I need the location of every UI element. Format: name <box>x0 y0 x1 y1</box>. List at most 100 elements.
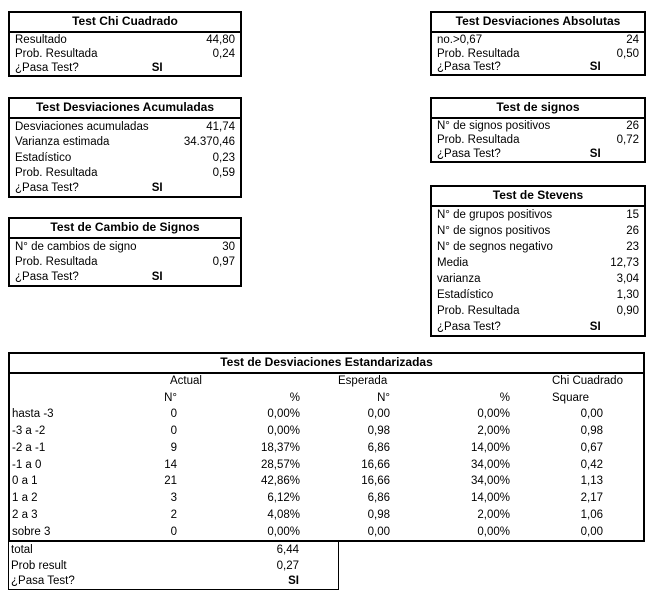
cell-value: 14,00% <box>470 492 510 505</box>
cell-value: 6,86 <box>367 441 390 454</box>
table-subheader-row: N° % N° % Square <box>10 390 643 406</box>
cell-label: Estadístico <box>437 289 494 301</box>
panel-test-desviaciones-acumuladas: Test Desviaciones Acumuladas Desviacione… <box>8 97 242 198</box>
cell-value: 0,00 <box>367 408 390 421</box>
cell-value: 0,00% <box>477 525 510 538</box>
group-header-esperada: Esperada <box>338 375 388 387</box>
cell-value: 14,00% <box>470 441 510 454</box>
panel-row: Prob. Resultada 0,72 <box>432 133 644 147</box>
cell-value: 0 <box>170 525 177 538</box>
cell-value: 0,98 <box>367 508 390 521</box>
cell-value: 0,98 <box>367 425 390 438</box>
table-row: -2 a -1 9 18,37% 6,86 14,00% 0,67 <box>10 440 643 457</box>
cell-label: ¿Pasa Test? <box>15 62 79 74</box>
panel-body: Desviaciones acumuladas 41,74 Varianza est… <box>10 119 240 196</box>
panel-row: Prob. Resultada 0,50 <box>432 47 644 61</box>
cell-value: 18,37% <box>260 441 300 454</box>
panel-row: N° de grupos positivos 15 <box>432 207 644 223</box>
cell-label: -3 a -2 <box>12 425 46 438</box>
cell-label: N° de signos positivos <box>437 225 551 237</box>
cell-value: 26 <box>626 120 639 132</box>
panel-row: Prob. Resultada 0,90 <box>432 303 644 319</box>
panel-body: N° de grupos positivos 15 N° de signos pos… <box>432 207 644 335</box>
table-row: 0 a 1 21 42,86% 16,66 34,00% 1,13 <box>10 473 643 490</box>
summary-row: ¿Pasa Test? SI <box>9 573 338 589</box>
cell-value: 0,00% <box>267 425 300 438</box>
summary-row: Prob result 0,27 <box>9 558 338 574</box>
pass-result-value: SI <box>151 182 163 195</box>
cell-label: -2 a -1 <box>12 441 46 454</box>
cell-value: 6,86 <box>367 492 390 505</box>
cell-value: 0,27 <box>276 559 299 572</box>
cell-label: ¿Pasa Test? <box>15 271 79 284</box>
cell-value: 0,90 <box>616 305 639 317</box>
panel-body: no.>0,67 24 Prob. Resultada 0,50 ¿Pasa Test?… <box>432 33 644 74</box>
cell-label: hasta -3 <box>12 408 54 421</box>
cell-value: 34,00% <box>470 458 510 471</box>
panel-row: Estadístico 0,23 <box>10 150 240 165</box>
cell-label: ¿Pasa Test? <box>15 182 79 195</box>
pass-test-row: ¿Pasa Test? SI <box>10 181 240 196</box>
cell-value: 0,67 <box>580 441 603 454</box>
cell-value: 0 <box>170 408 177 421</box>
panel-row: N° de cambios de signo 30 <box>10 239 240 254</box>
cell-label: N° de cambios de signo <box>15 240 137 253</box>
cell-value: 12,73 <box>610 257 639 269</box>
panel-title: Test Desviaciones Absolutas <box>432 13 644 33</box>
table-row: -3 a -2 0 0,00% 0,98 2,00% 0,98 <box>10 423 643 440</box>
panel-row: N° de signos positivos 26 <box>432 119 644 133</box>
panel-test-de-stevens: Test de Stevens N° de grupos positivos 15… <box>430 185 646 337</box>
cell-value: 0 <box>170 425 177 438</box>
cell-value: 2,17 <box>580 492 603 505</box>
pass-result-value: SI <box>589 61 601 74</box>
cell-label: N° de signos positivos <box>437 120 551 132</box>
panel-body: Resultado 44,80 Prob. Resultada 0,24 ¿Pasa T… <box>10 33 240 75</box>
panel-title: Test de signos <box>432 99 644 119</box>
summary-row: total 6,44 <box>9 542 338 558</box>
table-body: hasta -3 0 0,00% 0,00 0,00% 0,00 -3 a -2 0 0,00%… <box>10 406 643 540</box>
cell-label: 0 a 1 <box>12 475 38 488</box>
cell-value: 3,04 <box>616 273 639 285</box>
panel-title: Test de Cambio de Signos <box>10 219 240 239</box>
cell-label: Media <box>437 257 469 269</box>
pass-result-value: SI <box>589 148 601 160</box>
cell-value: 0,50 <box>616 47 639 60</box>
cell-value: 1,13 <box>580 475 603 488</box>
subheader-esperada-n: N° <box>377 392 390 404</box>
cell-value: 0,24 <box>212 48 235 60</box>
cell-value: 44,80 <box>206 34 235 46</box>
cell-value: 3 <box>170 492 177 505</box>
panel-row: Varianza estimada 34.370,46 <box>10 134 240 149</box>
cell-label: ¿Pasa Test? <box>437 148 501 160</box>
pass-test-row: ¿Pasa Test? SI <box>432 60 644 74</box>
cell-value: 23 <box>626 241 639 253</box>
cell-value: 0,00 <box>580 408 603 421</box>
cell-value: 0,98 <box>580 425 603 438</box>
cell-value: 0,72 <box>616 134 639 146</box>
cell-label: no.>0,67 <box>437 33 483 46</box>
cell-label: N° de segnos negativo <box>437 241 553 253</box>
pass-test-row: ¿Pasa Test? SI <box>432 147 644 161</box>
cell-label: 1 a 2 <box>12 492 38 505</box>
cell-label: ¿Pasa Test? <box>437 321 501 333</box>
panel-row: Resultado 44,80 <box>10 33 240 47</box>
cell-value: 0,97 <box>212 255 235 268</box>
cell-value: 1,06 <box>580 508 603 521</box>
cell-value: 0,00% <box>267 408 300 421</box>
pass-result-value: SI <box>151 271 163 284</box>
cell-value: 26 <box>626 225 639 237</box>
panel-row: Prob. Resultada 0,59 <box>10 165 240 180</box>
table-summary-box: total 6,44 Prob result 0,27 ¿Pasa Test? SI <box>8 540 339 590</box>
cell-value: 6,12% <box>267 492 300 505</box>
panel-test-chi-cuadrado: Test Chi Cuadrado Resultado 44,80 Prob. Re… <box>8 11 242 77</box>
panel-row: N° de signos positivos 26 <box>432 223 644 239</box>
cell-value: 9 <box>170 441 177 454</box>
cell-value: 2,00% <box>477 425 510 438</box>
cell-label: Prob result <box>11 559 67 572</box>
cell-value: 15 <box>626 209 639 221</box>
cell-value: 0,00 <box>367 525 390 538</box>
cell-value: 0,59 <box>212 166 235 179</box>
cell-label: Prob. Resultada <box>437 134 520 146</box>
panel-row: Prob. Resultada 0,97 <box>10 254 240 269</box>
